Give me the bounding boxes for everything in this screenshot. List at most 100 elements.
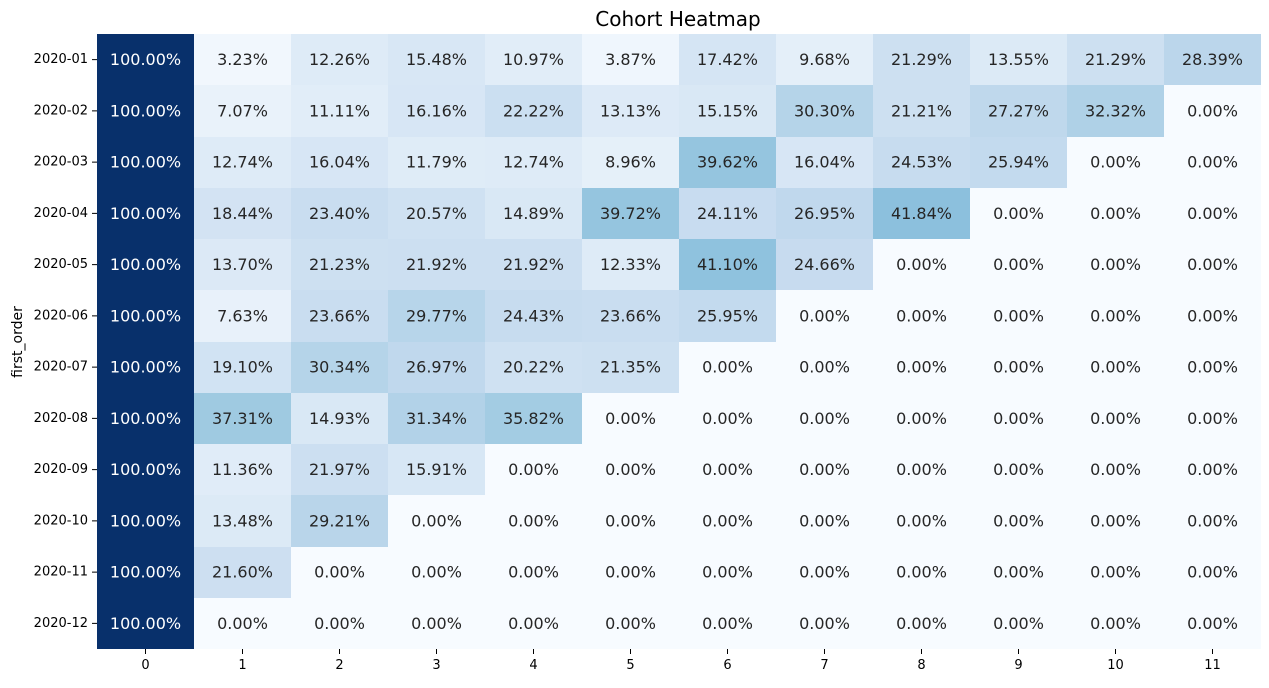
cell-value-label: 14.89%: [503, 204, 564, 223]
cell-value-label: 0.00%: [605, 409, 656, 428]
cell-value-label: 11.79%: [406, 153, 467, 172]
cell-value-label: 3.87%: [605, 50, 656, 69]
cell-value-label: 23.66%: [309, 306, 370, 325]
heatmap-cell-2020-10-10: [1067, 495, 1164, 547]
y-tick-label: 2020-06: [34, 308, 88, 323]
cell-value-label: 0.00%: [605, 460, 656, 479]
cell-value-label: 22.22%: [503, 101, 564, 120]
heatmap-cell-2020-07-8: [873, 342, 970, 393]
cell-value-label: 19.10%: [212, 358, 273, 377]
cell-value-label: 0.00%: [1187, 358, 1238, 377]
y-tick-label: 2020-04: [34, 206, 88, 221]
x-tick-label: 5: [626, 658, 634, 673]
cell-value-label: 100.00%: [110, 255, 181, 274]
heatmap-cell-2020-11-0: [97, 547, 194, 598]
heatmap-cell-2020-03-4: [485, 137, 582, 188]
heatmap-cell-2020-09-2: [291, 444, 388, 495]
cell-value-label: 0.00%: [508, 511, 559, 530]
cell-value-label: 3.23%: [217, 50, 268, 69]
cell-value-label: 30.34%: [309, 358, 370, 377]
heatmap-cell-2020-05-9: [970, 239, 1067, 290]
cell-value-label: 26.97%: [406, 358, 467, 377]
heatmap-cell-2020-09-10: [1067, 444, 1164, 495]
heatmap-cell-2020-08-4: [485, 393, 582, 444]
y-axis-label: first_order: [10, 306, 26, 378]
cell-value-label: 100.00%: [110, 409, 181, 428]
cell-value-label: 11.36%: [212, 460, 273, 479]
heatmap-cell-2020-11-7: [776, 547, 873, 598]
heatmap-cell-2020-01-0: [97, 34, 194, 85]
cell-value-label: 17.42%: [697, 50, 758, 69]
cell-value-label: 24.66%: [794, 255, 855, 274]
cell-value-label: 0.00%: [702, 358, 753, 377]
cell-value-label: 0.00%: [1090, 511, 1141, 530]
cell-value-label: 23.66%: [600, 306, 661, 325]
cell-value-label: 0.00%: [799, 614, 850, 633]
cell-value-label: 0.00%: [508, 614, 559, 633]
cell-value-label: 0.00%: [896, 306, 947, 325]
cell-value-label: 12.33%: [600, 255, 661, 274]
cell-value-label: 13.48%: [212, 511, 273, 530]
heatmap-cell-2020-12-1: [194, 598, 291, 649]
heatmap-cell-2020-09-1: [194, 444, 291, 495]
cell-value-label: 24.11%: [697, 204, 758, 223]
cell-value-label: 0.00%: [1187, 204, 1238, 223]
cell-value-label: 12.74%: [212, 153, 273, 172]
cell-value-label: 0.00%: [896, 563, 947, 582]
heatmap-cells: [97, 34, 1261, 649]
cell-value-label: 0.00%: [799, 511, 850, 530]
heatmap-cell-2020-03-6: [679, 137, 776, 188]
cell-value-label: 0.00%: [896, 358, 947, 377]
cell-value-label: 0.00%: [993, 409, 1044, 428]
heatmap-cell-2020-11-11: [1164, 547, 1261, 598]
y-tick-label: 2020-03: [34, 155, 88, 170]
y-tick-label: 2020-01: [34, 52, 88, 67]
heatmap-cell-2020-02-10: [1067, 85, 1164, 137]
y-tick-label: 2020-10: [34, 513, 88, 528]
x-tick-label: 9: [1014, 658, 1022, 673]
heatmap-cell-2020-01-7: [776, 34, 873, 85]
cell-value-label: 100.00%: [110, 358, 181, 377]
heatmap-cell-2020-02-6: [679, 85, 776, 137]
cell-value-label: 0.00%: [1187, 460, 1238, 479]
cell-value-label: 21.60%: [212, 563, 273, 582]
heatmap-cell-2020-04-2: [291, 188, 388, 239]
heatmap-cell-2020-02-11: [1164, 85, 1261, 137]
cell-value-label: 39.72%: [600, 204, 661, 223]
heatmap-cell-2020-01-2: [291, 34, 388, 85]
heatmap-cell-2020-06-3: [388, 290, 485, 342]
heatmap-cell-2020-07-1: [194, 342, 291, 393]
x-tick-label: 2: [335, 658, 343, 673]
heatmap-cell-2020-09-4: [485, 444, 582, 495]
cell-value-label: 37.31%: [212, 409, 273, 428]
heatmap-cell-2020-01-10: [1067, 34, 1164, 85]
cell-value-label: 0.00%: [1187, 614, 1238, 633]
cell-value-label: 0.00%: [993, 358, 1044, 377]
heatmap-cell-2020-03-8: [873, 137, 970, 188]
cell-value-label: 24.53%: [891, 153, 952, 172]
cell-value-label: 21.23%: [309, 255, 370, 274]
y-tick-label: 2020-08: [34, 411, 88, 426]
x-tick-label: 6: [723, 658, 731, 673]
heatmap-cell-2020-02-1: [194, 85, 291, 137]
cell-value-label: 0.00%: [411, 563, 462, 582]
heatmap-cell-2020-02-4: [485, 85, 582, 137]
heatmap-cell-2020-05-6: [679, 239, 776, 290]
cell-value-label: 29.77%: [406, 306, 467, 325]
cell-value-label: 30.30%: [794, 101, 855, 120]
heatmap-cell-2020-11-2: [291, 547, 388, 598]
heatmap-cell-2020-12-0: [97, 598, 194, 649]
cell-value-label: 0.00%: [1090, 614, 1141, 633]
cell-value-label: 13.55%: [988, 50, 1049, 69]
heatmap-cell-2020-06-2: [291, 290, 388, 342]
heatmap-cell-2020-10-9: [970, 495, 1067, 547]
cell-value-label: 0.00%: [314, 614, 365, 633]
cell-value-label: 28.39%: [1182, 50, 1243, 69]
heatmap-cell-2020-03-3: [388, 137, 485, 188]
heatmap-cell-2020-02-5: [582, 85, 679, 137]
heatmap-cell-2020-10-5: [582, 495, 679, 547]
heatmap-cell-2020-08-9: [970, 393, 1067, 444]
heatmap-cell-2020-02-0: [97, 85, 194, 137]
heatmap-cell-2020-10-0: [97, 495, 194, 547]
